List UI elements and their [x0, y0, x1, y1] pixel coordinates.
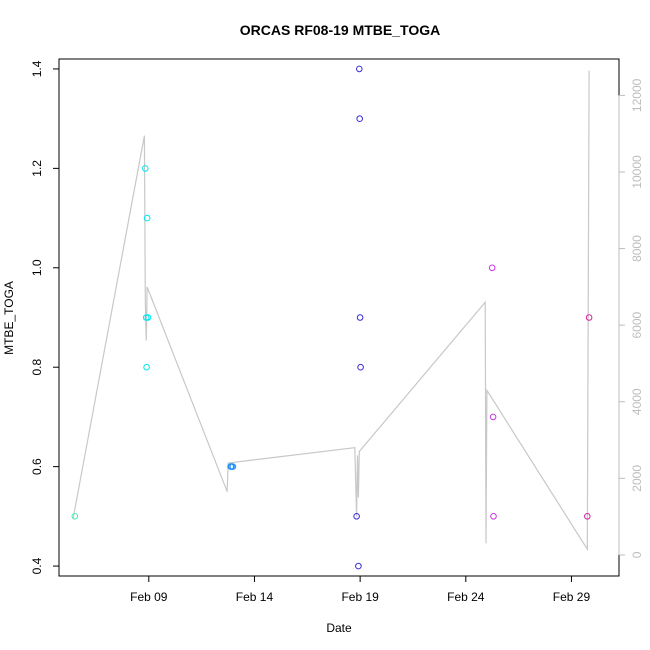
y2-tick-label: 8000	[630, 235, 644, 262]
y2-tick-label: 4000	[630, 388, 644, 415]
data-point	[356, 115, 364, 122]
secondary-series-line	[72, 70, 590, 552]
data-point	[489, 413, 497, 421]
y-tick-label: 1.4	[30, 60, 44, 77]
y2-tick-label: 6000	[630, 311, 644, 338]
data-point	[142, 165, 149, 172]
data-point	[356, 65, 363, 73]
x-tick-label: Feb 14	[236, 590, 274, 604]
data-point	[488, 264, 496, 272]
x-tick-label: Feb 24	[447, 590, 485, 604]
data-point	[144, 314, 152, 321]
data-point	[353, 513, 360, 520]
data-point	[356, 314, 364, 321]
x-axis: Feb 09 Feb 14 Feb 19 Feb 24 Feb 29	[130, 575, 591, 604]
y-tick-label: 0.4	[30, 557, 44, 574]
x-tick-label: Feb 19	[341, 590, 379, 604]
chart-title: ORCAS RF08-19 MTBE_TOGA	[240, 22, 440, 38]
y2-tick-label: 2000	[630, 465, 644, 492]
x-tick-label: Feb 29	[553, 590, 591, 604]
y2-tick-label: 0	[630, 551, 644, 558]
y-tick-label: 1.0	[30, 259, 44, 276]
y-axis: 0.4 0.6 0.8 1.0 1.2 1.4	[30, 60, 60, 574]
y-tick-label: 0.8	[30, 359, 44, 376]
y-tick-label: 0.6	[30, 458, 44, 475]
data-point	[584, 513, 591, 520]
points-layer	[71, 65, 593, 570]
y-axis-label: MTBE_TOGA	[2, 281, 16, 355]
data-point	[143, 214, 151, 222]
y2-tick-label: 10000	[630, 155, 644, 189]
data-point	[585, 314, 593, 321]
y-tick-label: 1.2	[30, 160, 44, 177]
data-point	[143, 363, 150, 371]
data-point	[490, 513, 497, 520]
data-point	[355, 562, 362, 570]
secondary-line-layer	[72, 70, 590, 552]
y2-axis: 0 2000 4000 6000 8000 10000 12000	[618, 78, 644, 558]
x-axis-label: Date	[326, 621, 352, 635]
x-tick-label: Feb 09	[130, 590, 168, 604]
data-point	[229, 463, 237, 470]
data-point	[71, 513, 79, 520]
y2-tick-label: 12000	[630, 78, 644, 112]
data-point	[357, 363, 364, 371]
